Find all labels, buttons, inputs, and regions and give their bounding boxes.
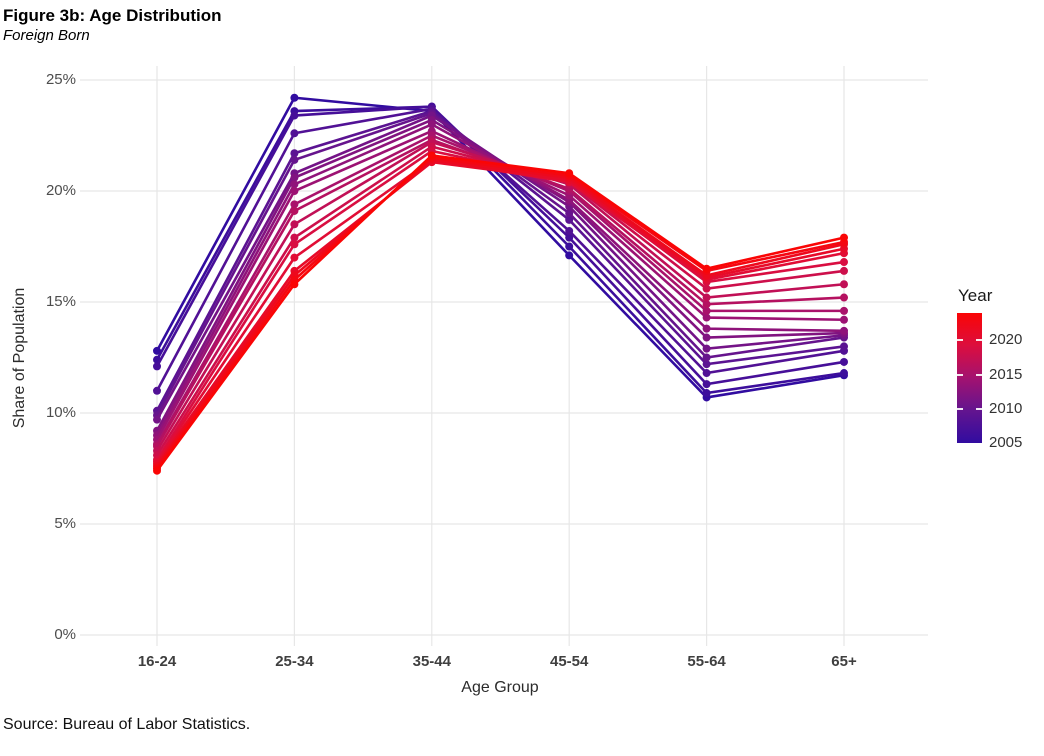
data-point (565, 209, 574, 218)
data-point (702, 353, 711, 362)
y-tick-label: 0% (54, 626, 76, 643)
y-tick-label: 25% (45, 71, 76, 88)
data-point (290, 149, 299, 158)
data-point (840, 306, 848, 315)
series-lines (153, 93, 848, 475)
data-point (290, 173, 299, 182)
data-point (702, 306, 711, 315)
data-point (290, 206, 299, 215)
data-point (702, 293, 711, 302)
series-line-2021 (155, 160, 845, 465)
data-point (290, 111, 299, 120)
data-point (153, 415, 161, 424)
legend-tick-mark (957, 339, 963, 342)
data-point (840, 315, 848, 324)
data-point (840, 369, 848, 378)
data-point (290, 200, 299, 209)
data-point (565, 226, 574, 235)
data-point (153, 466, 161, 475)
data-point (290, 220, 299, 229)
data-point (702, 333, 711, 342)
data-point (565, 215, 574, 224)
data-point (565, 251, 574, 260)
x-tick-label: 25-34 (275, 653, 314, 670)
data-point (153, 346, 161, 355)
series-line-2023 (155, 156, 845, 470)
plot-area (80, 66, 928, 646)
y-tick-label: 20% (45, 182, 76, 199)
data-point (290, 233, 299, 242)
y-tick-label: 15% (45, 293, 76, 310)
data-point (290, 187, 299, 195)
x-axis-title: Age Group (461, 679, 539, 696)
data-point (840, 293, 848, 302)
data-point (702, 380, 711, 389)
series-line-2024 (155, 154, 845, 472)
data-point (702, 369, 711, 378)
data-point (702, 360, 711, 369)
legend-year-label: 2010 (989, 399, 1023, 417)
data-point (840, 258, 848, 267)
data-point (290, 93, 299, 102)
data-point (565, 242, 574, 251)
data-point (840, 233, 848, 242)
figure-title: Figure 3b: Age Distribution (3, 6, 222, 25)
data-point (290, 280, 299, 289)
data-point (290, 180, 299, 189)
series-line-2022 (155, 158, 845, 468)
data-point (702, 264, 711, 273)
data-point (702, 344, 711, 353)
data-point (702, 324, 711, 333)
series-line-2008 (155, 107, 845, 392)
x-tick-label: 45-54 (550, 653, 589, 670)
legend-year-label: 2015 (989, 365, 1023, 383)
legend-gradient-bar (957, 313, 982, 443)
data-point (290, 240, 299, 249)
series-line-2018 (155, 145, 845, 456)
data-point (565, 233, 574, 242)
source-note: Source: Bureau of Labor Statistics. (3, 716, 251, 733)
y-axis-title: Share of Population (11, 287, 28, 429)
legend-tick-mark (976, 407, 982, 410)
y-tick-label: 10% (45, 404, 76, 421)
data-point (702, 284, 711, 293)
data-point (290, 155, 299, 164)
data-point (840, 280, 848, 289)
data-point (290, 129, 299, 138)
data-point (702, 389, 711, 398)
x-tick-label: 55-64 (687, 653, 726, 670)
data-point (840, 326, 848, 335)
legend-year-label: 2020 (989, 331, 1023, 349)
x-tick-label: 35-44 (412, 653, 451, 670)
legend-title: Year (958, 286, 993, 305)
y-tick-label: 5% (54, 515, 76, 532)
series-line-2006 (155, 105, 845, 395)
data-point (153, 362, 161, 371)
legend-tick-mark (976, 339, 982, 342)
data-point (840, 342, 848, 351)
legend-tick-mark (957, 373, 963, 376)
figure-subtitle: Foreign Born (3, 27, 90, 44)
data-point (702, 313, 711, 322)
data-point (427, 120, 436, 129)
data-point (290, 253, 299, 262)
x-tick-label: 16-24 (137, 653, 177, 670)
legend-year-label: 2005 (989, 434, 1023, 451)
data-point (840, 266, 848, 275)
data-point (153, 386, 161, 395)
data-point (702, 300, 711, 309)
data-point (840, 357, 848, 366)
data-point (565, 169, 574, 178)
data-point (427, 151, 436, 160)
x-tick-label: 65+ (831, 653, 857, 670)
series-line-2005 (155, 96, 845, 399)
legend-tick-mark (957, 407, 963, 410)
legend-tick-mark (976, 373, 982, 376)
